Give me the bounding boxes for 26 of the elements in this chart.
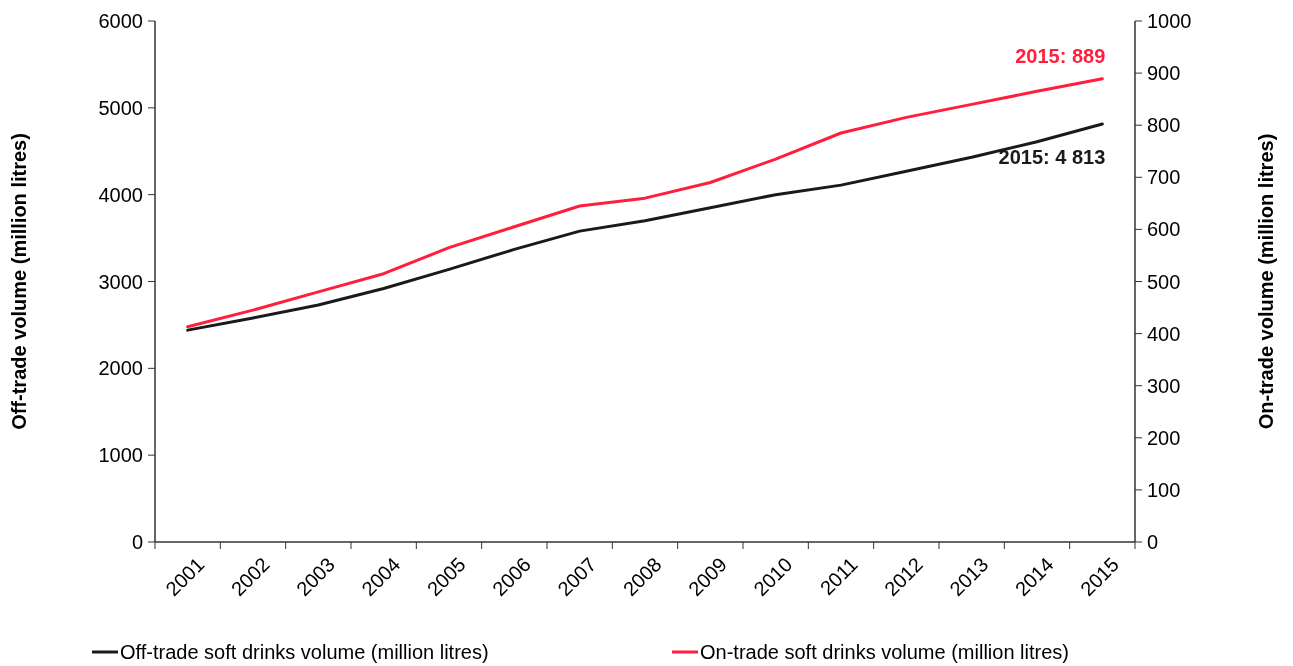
y2-tick-label: 0 [1147, 531, 1159, 553]
y2-tick-label: 500 [1147, 270, 1181, 293]
y-tick-label: 0 [131, 531, 143, 553]
annotation: 2015: 889 [1015, 44, 1106, 67]
y-tick-label: 6000 [98, 10, 143, 32]
y2-tick-label: 300 [1147, 374, 1181, 397]
y2-tick-label: 400 [1147, 322, 1181, 345]
y2-tick-label: 700 [1147, 166, 1181, 189]
y-tick-label: 4000 [98, 183, 143, 206]
line-series [186, 122, 1104, 332]
y-tick-label: 5000 [98, 96, 143, 119]
legend-label: On-trade soft drinks volume (million litres) [700, 641, 1069, 663]
annotation: 2015: 4 813 [998, 146, 1106, 169]
line-series [186, 77, 1104, 329]
y-tick-label: 1000 [98, 444, 143, 467]
y-tick-label: 3000 [98, 270, 143, 293]
y-tick-label: 2000 [98, 357, 143, 380]
y2-tick-label: 200 [1147, 426, 1181, 449]
y2-axis-title: On-trade volume (million litres) [1255, 133, 1277, 430]
y2-tick-label: 600 [1147, 218, 1181, 241]
y2-tick-label: 800 [1147, 114, 1181, 137]
y2-tick-label: 900 [1147, 62, 1181, 85]
legend-label: Off-trade soft drinks volume (million litres) [120, 641, 489, 663]
y-axis-title: Off-trade volume (million litres) [8, 133, 30, 430]
y2-tick-label: 1000 [1147, 10, 1192, 32]
y2-tick-label: 100 [1147, 478, 1181, 501]
